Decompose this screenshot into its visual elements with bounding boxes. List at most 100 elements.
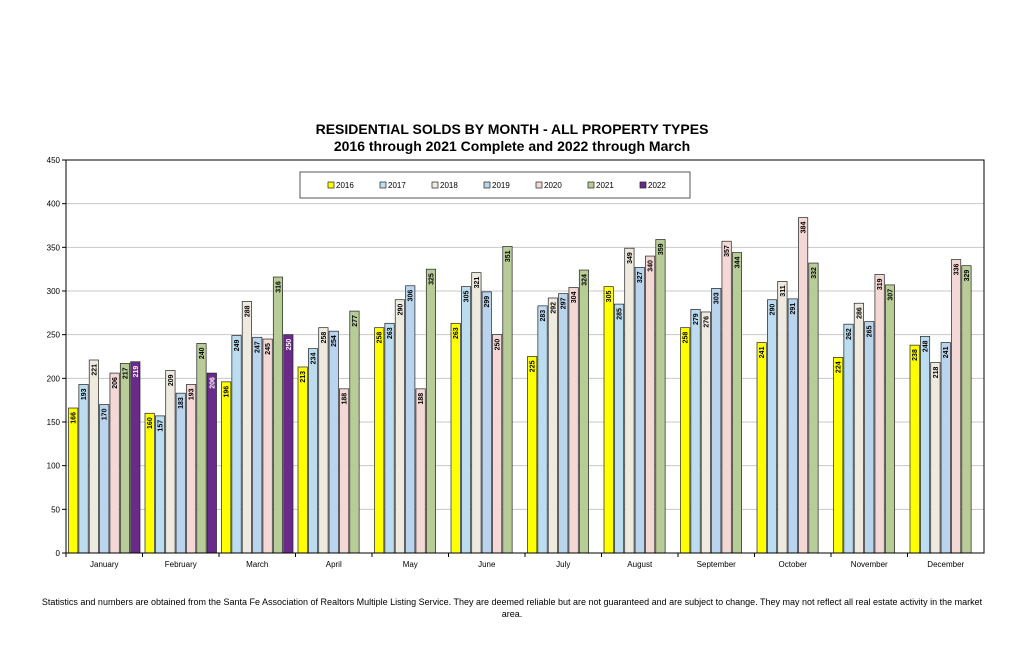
bar xyxy=(99,404,110,554)
bar xyxy=(308,348,319,554)
bar xyxy=(186,384,197,554)
legend-swatch xyxy=(327,181,335,189)
bar-value-label: 277 xyxy=(352,315,359,327)
bar xyxy=(374,327,385,554)
bar xyxy=(853,302,864,554)
bar xyxy=(262,338,273,554)
bar xyxy=(283,334,294,554)
bar xyxy=(777,281,788,554)
bar-value-label: 336 xyxy=(954,263,961,275)
bar-value-label: 291 xyxy=(790,303,797,315)
bar xyxy=(874,274,885,554)
legend-swatch xyxy=(483,181,491,189)
x-tick-label: December xyxy=(927,560,964,569)
bar xyxy=(144,412,155,554)
bar-value-label: 238 xyxy=(912,349,919,361)
bar-value-label: 258 xyxy=(683,332,690,344)
legend-swatch xyxy=(639,181,647,189)
bar xyxy=(603,286,614,554)
chart-subtitle: 2016 through 2021 Complete and 2022 thro… xyxy=(333,138,691,154)
bar xyxy=(558,293,569,554)
x-tick-label: May xyxy=(403,560,418,569)
bar xyxy=(272,276,283,554)
legend-box xyxy=(299,171,691,199)
bar xyxy=(537,305,548,554)
bar xyxy=(231,335,242,554)
bar-value-label: 209 xyxy=(168,374,175,386)
bar-value-label: 303 xyxy=(714,292,721,304)
bar xyxy=(568,287,579,554)
bar-value-label: 351 xyxy=(505,250,512,262)
bar xyxy=(415,388,426,554)
bar xyxy=(405,285,416,554)
bar-value-label: 240 xyxy=(199,347,206,359)
bar xyxy=(920,336,931,554)
x-tick-label: August xyxy=(627,560,653,569)
bar-value-label: 349 xyxy=(627,252,634,264)
y-tick-label: 250 xyxy=(47,331,61,340)
bar-value-label: 258 xyxy=(377,332,384,344)
bar xyxy=(318,327,329,554)
bar xyxy=(471,272,482,554)
x-tick-label: November xyxy=(851,560,888,569)
bar xyxy=(833,357,844,554)
bar-value-label: 248 xyxy=(923,340,930,352)
bar-value-label: 357 xyxy=(724,245,731,257)
bar xyxy=(731,252,742,554)
bar xyxy=(700,311,711,554)
bar-value-label: 221 xyxy=(91,364,98,376)
bar xyxy=(680,327,691,554)
bar xyxy=(951,259,962,554)
bar xyxy=(767,299,778,554)
bar-value-label: 321 xyxy=(474,277,481,289)
bar-value-label: 329 xyxy=(964,270,971,282)
bar xyxy=(787,298,798,554)
bar-value-label: 324 xyxy=(581,274,588,286)
bar-value-label: 254 xyxy=(331,335,338,347)
bar-value-label: 384 xyxy=(801,222,808,234)
bar-value-label: 263 xyxy=(453,327,460,339)
bar-value-label: 292 xyxy=(550,302,557,314)
bar-value-label: 225 xyxy=(530,360,537,372)
bar-value-label: 166 xyxy=(71,412,78,424)
bar-value-label: 263 xyxy=(387,327,394,339)
legend-label: 2020 xyxy=(544,181,562,190)
legend-label: 2019 xyxy=(492,181,510,190)
bar xyxy=(721,240,732,554)
legend-label: 2022 xyxy=(648,181,666,190)
legend-swatch xyxy=(379,181,387,189)
legend-label: 2017 xyxy=(388,181,406,190)
plot-area xyxy=(66,160,984,553)
bar xyxy=(119,363,130,554)
bar xyxy=(808,262,819,554)
bar xyxy=(461,286,472,554)
bar-value-label: 290 xyxy=(770,304,777,316)
bar-value-label: 311 xyxy=(780,285,787,296)
bar-value-label: 307 xyxy=(887,289,894,301)
bar xyxy=(252,336,263,554)
bar xyxy=(864,321,875,554)
bar-value-label: 297 xyxy=(561,298,568,310)
x-tick-label: June xyxy=(478,560,496,569)
bar xyxy=(502,246,513,554)
bar-value-label: 258 xyxy=(321,332,328,344)
bar-value-label: 359 xyxy=(658,243,665,255)
bar-value-label: 344 xyxy=(734,256,741,268)
bar xyxy=(221,381,232,554)
bar-value-label: 265 xyxy=(867,325,874,337)
bar-value-label: 305 xyxy=(464,291,471,303)
bar-value-label: 157 xyxy=(158,420,165,432)
x-tick-label: April xyxy=(326,560,342,569)
legend-label: 2016 xyxy=(336,181,354,190)
bar-value-label: 193 xyxy=(189,388,196,400)
bar xyxy=(624,247,635,554)
bar xyxy=(68,407,79,554)
plot-border xyxy=(65,159,985,554)
bar-value-label: 249 xyxy=(234,339,241,351)
bar xyxy=(756,342,767,554)
bar xyxy=(130,361,141,554)
bar xyxy=(88,359,99,554)
bar-value-label: 319 xyxy=(877,278,884,290)
bar-value-label: 241 xyxy=(943,346,950,358)
bar xyxy=(328,330,339,554)
